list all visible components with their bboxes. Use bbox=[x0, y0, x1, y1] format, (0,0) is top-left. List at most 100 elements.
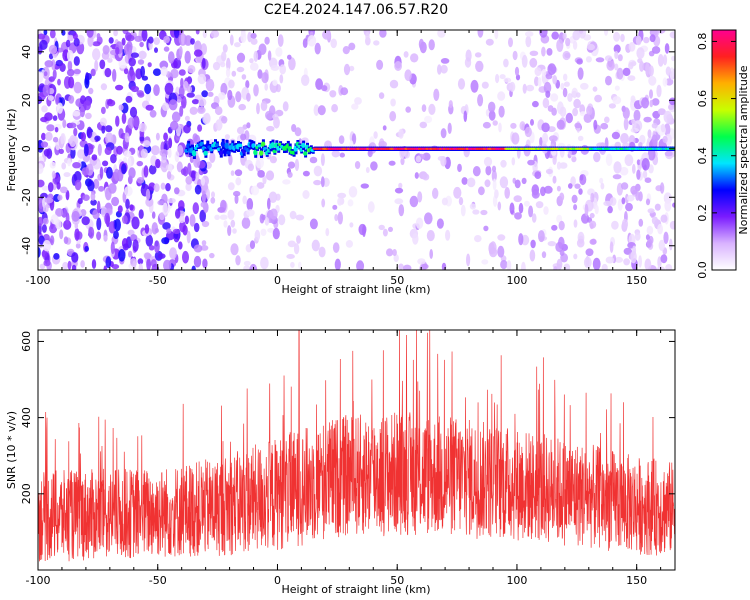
spectrogram-cell bbox=[38, 179, 45, 188]
spectrogram-cell bbox=[99, 117, 107, 127]
spectrogram-cell bbox=[477, 94, 484, 107]
spectrogram-cell bbox=[110, 154, 117, 164]
spectrogram-cell bbox=[293, 243, 300, 255]
spectrogram-cell bbox=[552, 154, 557, 165]
spectrogram-cell bbox=[627, 75, 636, 81]
spectrogram-cell bbox=[495, 73, 500, 84]
spectrogram-cell bbox=[236, 52, 246, 63]
spectrogram-cell bbox=[103, 265, 108, 270]
spectrogram-cell bbox=[79, 105, 85, 118]
spectrogram-cell bbox=[90, 191, 96, 201]
spectrogram-cell bbox=[130, 85, 139, 93]
spectrogram-cell bbox=[537, 77, 542, 87]
spectrogram-cell bbox=[41, 249, 48, 258]
spectrogram-cell bbox=[52, 136, 59, 143]
spectrogram-cell bbox=[145, 91, 151, 103]
spectrogram-cell bbox=[480, 209, 488, 216]
spectrogram-cell bbox=[162, 222, 171, 230]
spectrogram-cell bbox=[589, 212, 595, 219]
spectrogram-cell bbox=[49, 161, 56, 169]
spectrogram-cell bbox=[313, 104, 320, 116]
spectrogram-cell bbox=[272, 227, 280, 240]
spectrogram-cell bbox=[663, 231, 669, 244]
spectrogram-cell bbox=[422, 173, 430, 181]
spectrogram-cell bbox=[243, 260, 251, 266]
spectrogram-cell bbox=[73, 81, 83, 94]
spectrogram-cell bbox=[101, 106, 106, 115]
spectrogram-cell bbox=[246, 209, 255, 217]
spectrogram-cell bbox=[73, 56, 80, 66]
spectrogram-cell bbox=[113, 168, 120, 181]
spectrogram-cell bbox=[65, 212, 70, 225]
spectrogram-cell bbox=[365, 167, 370, 173]
spectrogram-cell bbox=[74, 179, 82, 191]
spectrogram-cell bbox=[612, 174, 622, 180]
spectrogram-cell bbox=[243, 265, 251, 270]
spectrogram-cell bbox=[71, 252, 79, 263]
spectrogram-cell bbox=[81, 167, 90, 176]
spectrogram-cell bbox=[437, 30, 446, 38]
carrier-cell bbox=[237, 143, 243, 148]
spectrogram-cell bbox=[404, 69, 412, 81]
spectrogram-cell bbox=[510, 122, 517, 129]
spectrogram-cell bbox=[118, 249, 126, 262]
spectrogram-cell bbox=[195, 171, 200, 181]
spectrogram-cell bbox=[185, 182, 192, 192]
spectrogram-cell bbox=[638, 255, 642, 268]
spectrogram-cell bbox=[388, 160, 396, 166]
spectrogram-cell bbox=[266, 125, 275, 132]
spectrogram-cell bbox=[578, 188, 583, 195]
spectrogram-cell bbox=[130, 52, 139, 58]
spectrogram-cell bbox=[187, 162, 192, 175]
spectrogram-cell bbox=[240, 133, 247, 141]
spectrogram-cell bbox=[647, 148, 656, 161]
spectrogram-cell bbox=[200, 245, 209, 251]
spectrogram-cell bbox=[185, 176, 193, 185]
snr-panel: -100 -50 0 50 100 150 200 400 600 Height of stra… bbox=[5, 329, 676, 596]
spectrogram-cell bbox=[472, 166, 481, 177]
spectrogram-cell bbox=[184, 50, 191, 64]
spectrogram-cell bbox=[231, 70, 237, 77]
spectrogram-cell bbox=[656, 84, 662, 98]
spectrogram-cell bbox=[457, 163, 462, 173]
spectrogram-cell bbox=[260, 228, 267, 236]
spectrogram-cell bbox=[77, 198, 83, 205]
spectrogram-cell bbox=[645, 62, 650, 76]
spectrogram-cell bbox=[154, 47, 158, 53]
spectrogram-cell bbox=[138, 209, 144, 220]
spectrogram-cell bbox=[302, 170, 310, 177]
spectrogram-cell bbox=[599, 177, 604, 184]
spectrogram-cell bbox=[498, 122, 502, 133]
spectrogram-cell bbox=[279, 64, 287, 75]
spectrogram-cell bbox=[85, 73, 92, 80]
spectrogram-cell bbox=[136, 160, 144, 167]
spectrogram-cell bbox=[534, 67, 542, 77]
spectrogram-cell bbox=[42, 240, 51, 252]
spectrogram-cell bbox=[262, 175, 267, 185]
colorbar-tick-label: 0.6 bbox=[696, 90, 709, 108]
spectrogram-cell bbox=[630, 95, 636, 103]
spectrogram-cell bbox=[646, 238, 653, 248]
spectrogram-cell bbox=[182, 166, 189, 177]
spectrogram-cell bbox=[494, 189, 499, 199]
spectrogram-cell bbox=[197, 73, 207, 85]
spectrogram-cell bbox=[593, 119, 598, 130]
spectrogram-cell bbox=[49, 30, 56, 39]
spectrogram-cell bbox=[529, 249, 536, 262]
spectrogram-cell bbox=[128, 57, 136, 67]
spectrogram-cell bbox=[541, 251, 547, 259]
spectrogram-cell bbox=[338, 135, 345, 145]
spectrogram-cell bbox=[386, 248, 394, 257]
spectrogram-cell bbox=[579, 174, 584, 181]
spectrogram-cell bbox=[601, 263, 608, 270]
spectrogram-cell bbox=[211, 191, 215, 198]
spectrogram-cell bbox=[241, 74, 247, 80]
spectrogram-cell bbox=[122, 243, 129, 251]
spectrogram-cell bbox=[221, 51, 227, 62]
spectrogram-cell bbox=[179, 105, 184, 117]
spectrogram-cell bbox=[560, 82, 565, 90]
spectrogram-cell bbox=[250, 38, 258, 45]
snr-line bbox=[38, 330, 675, 562]
spectrogram-cell bbox=[165, 183, 171, 192]
spectrogram-cell bbox=[103, 235, 108, 242]
